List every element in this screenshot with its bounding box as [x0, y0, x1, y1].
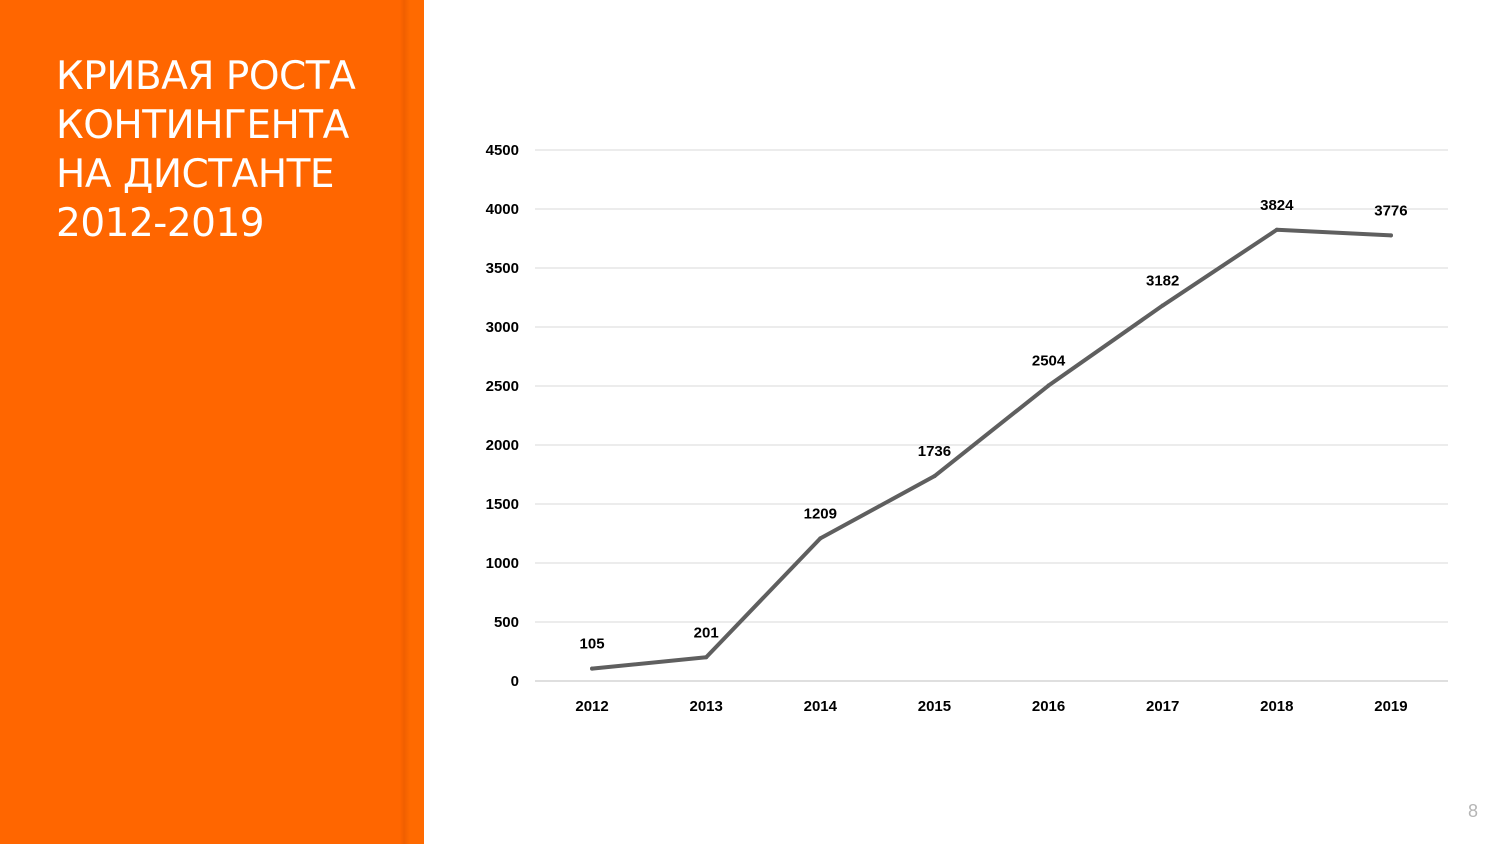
- title-panel: КРИВАЯ РОСТА КОНТИНГЕНТА НА ДИСТАНТЕ 201…: [0, 0, 424, 844]
- slide-title: КРИВАЯ РОСТА КОНТИНГЕНТА НА ДИСТАНТЕ 201…: [56, 52, 396, 248]
- data-point: [1160, 303, 1165, 308]
- x-tick-label: 2012: [575, 698, 608, 715]
- slide-title-line-1: КРИВАЯ РОСТА: [56, 54, 356, 99]
- y-tick-label: 2000: [486, 437, 519, 454]
- slide-title-line-2: КОНТИНГЕНТА: [56, 103, 349, 148]
- data-label: 1736: [918, 443, 951, 460]
- data-point: [590, 666, 595, 671]
- y-tick-label: 1500: [486, 496, 519, 513]
- data-point: [1274, 227, 1279, 232]
- data-point: [1046, 383, 1051, 388]
- x-tick-label: 2019: [1374, 698, 1407, 715]
- y-tick-label: 3000: [486, 319, 519, 336]
- data-point: [932, 474, 937, 479]
- x-tick-label: 2015: [918, 698, 951, 715]
- data-point: [704, 655, 709, 660]
- data-label: 3182: [1146, 273, 1179, 290]
- y-tick-label: 3500: [486, 260, 519, 277]
- data-label: 201: [694, 624, 719, 641]
- x-axis-ticks: 2012 2013 2014 2015 2016 2017 2018 2019: [575, 698, 1407, 715]
- page-number: 8: [1467, 801, 1478, 821]
- slide-title-line-3: НА ДИСТАНТЕ: [56, 152, 335, 197]
- data-label: 2504: [1032, 353, 1066, 370]
- series-line: [590, 227, 1393, 671]
- y-tick-label: 2500: [486, 378, 519, 395]
- y-tick-label: 1000: [486, 555, 519, 572]
- y-tick-label: 0: [511, 673, 519, 690]
- y-tick-label: 4000: [486, 201, 519, 218]
- data-label: 1209: [804, 505, 837, 522]
- data-label: 3776: [1374, 202, 1407, 219]
- x-tick-label: 2018: [1260, 698, 1293, 715]
- data-point: [1388, 233, 1393, 238]
- y-tick-label: 500: [494, 614, 519, 631]
- series-layer: [590, 227, 1393, 671]
- grid-lines: [535, 149, 1448, 682]
- data-point: [818, 536, 823, 541]
- slide-title-line-4: 2012-2019: [56, 201, 265, 246]
- data-label: 105: [580, 636, 605, 653]
- y-tick-label: 4500: [486, 142, 519, 159]
- y-axis-ticks: 0 500 1000 1500 2000 2500 3000 3500 4000 4500: [486, 142, 519, 690]
- data-label: 3824: [1260, 197, 1294, 214]
- x-tick-label: 2014: [804, 698, 838, 715]
- x-tick-label: 2016: [1032, 698, 1065, 715]
- data-labels: 105 201 1209 1736 2504 3182 3824 3776: [580, 197, 1408, 653]
- x-tick-label: 2013: [690, 698, 723, 715]
- x-tick-label: 2017: [1146, 698, 1179, 715]
